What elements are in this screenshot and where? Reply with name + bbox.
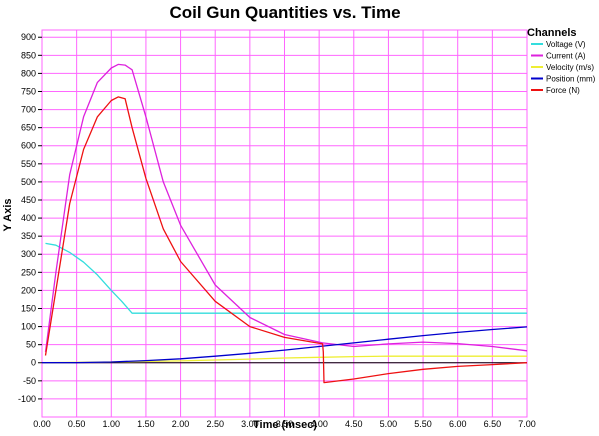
y-tick-label: 750 bbox=[21, 86, 36, 96]
series-line-voltage-v bbox=[45, 242, 527, 314]
y-axis-label: Y Axis bbox=[2, 198, 14, 231]
y-tick-label: -50 bbox=[23, 376, 36, 386]
y-tick-label: 100 bbox=[21, 322, 36, 332]
x-tick-label: 5.50 bbox=[414, 419, 432, 429]
y-tick-label: 150 bbox=[21, 303, 36, 313]
y-tick-label: 800 bbox=[21, 68, 36, 78]
x-tick-label: 1.50 bbox=[137, 419, 155, 429]
x-tick-labels: 0.00 0.50 1.00 1.50 2.00 2.50 3.00 3.50 4.00 4.50… bbox=[33, 419, 536, 429]
x-tick-label: 3.00 bbox=[241, 419, 259, 429]
x-axis-label: Time (msec) bbox=[253, 419, 317, 431]
y-tick-label: 900 bbox=[21, 32, 36, 42]
y-tick-label: 450 bbox=[21, 195, 36, 205]
series-line-position-mm bbox=[41, 326, 528, 364]
legend-title: Channels bbox=[527, 27, 577, 39]
y-tick-label: 300 bbox=[21, 249, 36, 259]
y-tick-label: 200 bbox=[21, 285, 36, 295]
x-tick-label: 6.50 bbox=[484, 419, 502, 429]
legend-entry-force-n: Force (N) bbox=[546, 86, 580, 95]
legend-entry-position-mm: Position (mm) bbox=[546, 75, 596, 84]
y-tick-label: 350 bbox=[21, 231, 36, 241]
x-tick-label: 0.00 bbox=[33, 419, 51, 429]
x-tick-label: 5.00 bbox=[380, 419, 398, 429]
y-tick-label: 250 bbox=[21, 267, 36, 277]
x-tick-label: 2.50 bbox=[206, 419, 224, 429]
series-line-current-a bbox=[44, 63, 528, 352]
y-tick-label: -100 bbox=[18, 394, 36, 404]
y-tick-label: 850 bbox=[21, 50, 36, 60]
series-line-velocity-m-s bbox=[41, 355, 527, 364]
y-tick-label: 0 bbox=[31, 358, 36, 368]
x-tick-label: 3.50 bbox=[276, 419, 294, 429]
y-tick-label: 650 bbox=[21, 123, 36, 133]
legend-entry-voltage-v: Voltage (V) bbox=[546, 40, 586, 49]
chart-title: Coil Gun Quantities vs. Time bbox=[169, 3, 400, 22]
y-tick-label: 550 bbox=[21, 159, 36, 169]
series-line-force-n bbox=[44, 96, 528, 384]
legend-entry-velocity-m-s: Velocity (m/s) bbox=[546, 63, 594, 72]
x-tick-label: 4.00 bbox=[310, 419, 328, 429]
legend-entry-current-a: Current (A) bbox=[546, 52, 586, 61]
y-tick-label: 50 bbox=[26, 340, 36, 350]
x-tick-label: 1.00 bbox=[103, 419, 121, 429]
y-tick-label: 400 bbox=[21, 213, 36, 223]
x-tick-label: 7.00 bbox=[518, 419, 536, 429]
x-tick-label: 2.00 bbox=[172, 419, 190, 429]
x-tick-label: 0.50 bbox=[68, 419, 86, 429]
x-tick-label: 4.50 bbox=[345, 419, 363, 429]
x-tick-label: 6.00 bbox=[449, 419, 467, 429]
series-lines bbox=[41, 63, 528, 384]
y-tick-label: 700 bbox=[21, 105, 36, 115]
y-tick-label: 600 bbox=[21, 141, 36, 151]
y-tick-labels: 9008508007507006506005505004504003503002… bbox=[18, 32, 36, 404]
y-tick-label: 500 bbox=[21, 177, 36, 187]
legend: Channels Voltage (V) Current (A) Velocity … bbox=[527, 27, 596, 95]
grid bbox=[38, 29, 528, 418]
